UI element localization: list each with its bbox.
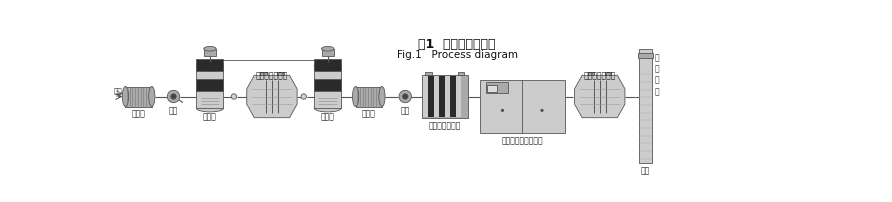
Ellipse shape: [321, 47, 334, 52]
Text: 高效油水分离器: 高效油水分离器: [428, 121, 461, 130]
Bar: [277, 73, 284, 76]
Bar: [605, 73, 611, 76]
Text: 喷淋塔: 喷淋塔: [321, 112, 334, 121]
Ellipse shape: [399, 91, 411, 103]
Bar: [425, 73, 432, 76]
Bar: [422, 76, 468, 119]
Bar: [480, 80, 565, 134]
Bar: [196, 66, 224, 108]
Text: 废气: 废气: [114, 87, 122, 94]
Bar: [314, 59, 342, 72]
Bar: [196, 79, 224, 92]
Text: 风机: 风机: [401, 105, 409, 114]
Bar: [126, 87, 152, 107]
Ellipse shape: [301, 94, 307, 100]
Bar: [486, 82, 508, 94]
Polygon shape: [247, 76, 297, 118]
Bar: [314, 66, 342, 108]
Ellipse shape: [314, 105, 342, 112]
Bar: [588, 73, 594, 76]
Bar: [456, 77, 461, 117]
Bar: [450, 77, 456, 117]
Bar: [260, 73, 267, 76]
Polygon shape: [574, 76, 625, 118]
Ellipse shape: [402, 94, 408, 100]
Text: 活性炭吸附装置: 活性炭吸附装置: [256, 71, 288, 80]
Text: Fig.1   Process diagram: Fig.1 Process diagram: [397, 49, 517, 59]
Text: 光催化净化集成系统: 光催化净化集成系统: [501, 136, 543, 145]
Bar: [203, 49, 216, 57]
Ellipse shape: [203, 47, 216, 52]
Ellipse shape: [196, 61, 224, 72]
Ellipse shape: [314, 61, 342, 72]
Bar: [639, 49, 652, 163]
Ellipse shape: [541, 110, 543, 112]
Bar: [487, 85, 497, 93]
Ellipse shape: [352, 87, 359, 107]
Bar: [445, 77, 450, 117]
Bar: [314, 79, 342, 92]
Bar: [434, 77, 440, 117]
Text: 风机: 风机: [169, 105, 178, 114]
Text: 图1  工艺流程示意图: 图1 工艺流程示意图: [418, 38, 496, 51]
Bar: [458, 73, 464, 76]
Ellipse shape: [170, 94, 177, 100]
Text: 过滤器: 过滤器: [132, 109, 145, 118]
Ellipse shape: [379, 87, 385, 107]
Ellipse shape: [231, 94, 236, 100]
Text: 烟囱: 烟囱: [640, 166, 650, 175]
Text: 喷淋塔: 喷淋塔: [203, 112, 217, 121]
Bar: [196, 59, 224, 72]
Ellipse shape: [501, 110, 504, 112]
Bar: [428, 77, 434, 117]
Ellipse shape: [122, 87, 128, 107]
Bar: [321, 49, 334, 57]
Bar: [356, 87, 382, 107]
Ellipse shape: [149, 87, 155, 107]
Text: 活性炭吸附装置: 活性炭吸附装置: [583, 71, 616, 80]
Ellipse shape: [196, 105, 224, 112]
Ellipse shape: [168, 91, 179, 103]
Text: 过滤器: 过滤器: [362, 109, 376, 118]
Bar: [440, 77, 445, 117]
Bar: [423, 77, 428, 117]
Text: 达
标
排
放: 达 标 排 放: [655, 53, 659, 96]
Bar: [638, 54, 653, 59]
